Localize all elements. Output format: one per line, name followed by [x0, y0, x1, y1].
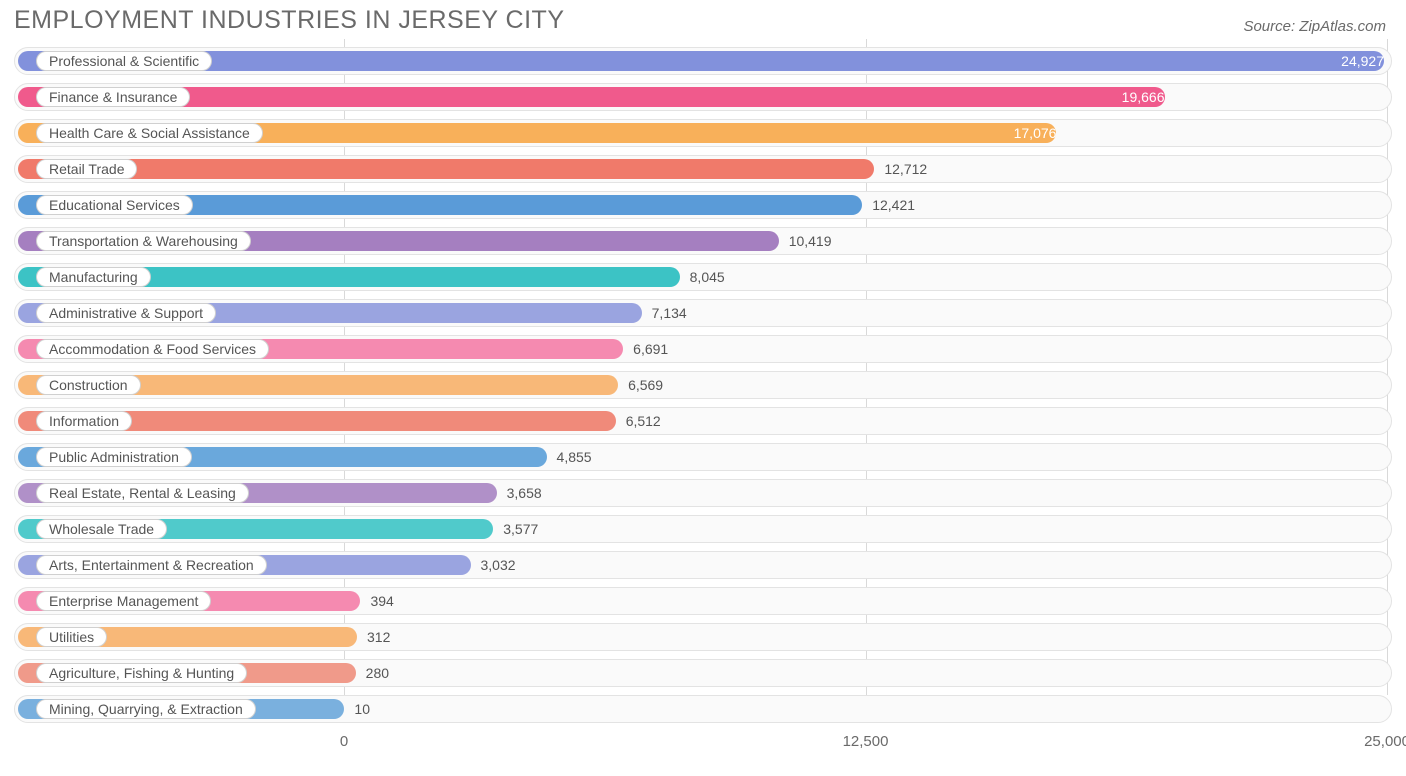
bar-category-label: Retail Trade — [36, 159, 137, 179]
bar-row: Construction 6,569 — [14, 371, 1392, 399]
bar-value-label: 7,134 — [652, 299, 687, 327]
bar-value-label: 10 — [354, 695, 370, 723]
bar-value-label: 24,927 — [18, 47, 1384, 75]
chart-source: Source: ZipAtlas.com — [1243, 18, 1386, 35]
bar-category-label: Utilities — [36, 627, 107, 647]
bar-value-label: 4,855 — [557, 443, 592, 471]
bar-value-label: 312 — [367, 623, 390, 651]
axis-tick-label: 12,500 — [843, 733, 889, 750]
bar-row: Manufacturing 8,045 — [14, 263, 1392, 291]
axis-tick-label: 25,000 — [1364, 733, 1406, 750]
bar-row: Wholesale Trade 3,577 — [14, 515, 1392, 543]
bar-category-label: Enterprise Management — [36, 591, 211, 611]
bar-category-label: Mining, Quarrying, & Extraction — [36, 699, 256, 719]
bar-row: Accommodation & Food Services 6,691 — [14, 335, 1392, 363]
bar-row: Retail Trade 12,712 — [14, 155, 1392, 183]
bar-row: Utilities 312 — [14, 623, 1392, 651]
bar-row: Arts, Entertainment & Recreation 3,032 — [14, 551, 1392, 579]
chart-plot-area: Professional & Scientific24,927 Finance &… — [0, 39, 1406, 723]
bar-category-label: Transportation & Warehousing — [36, 231, 251, 251]
bar-row: Health Care & Social Assistance17,076 — [14, 119, 1392, 147]
bar-row: Administrative & Support 7,134 — [14, 299, 1392, 327]
bar-value-label: 6,512 — [626, 407, 661, 435]
bar-value-label: 10,419 — [789, 227, 832, 255]
bar-category-label: Educational Services — [36, 195, 193, 215]
bar-row: Agriculture, Fishing & Hunting 280 — [14, 659, 1392, 687]
bar-value-label: 19,666 — [18, 83, 1165, 111]
chart-header: EMPLOYMENT INDUSTRIES IN JERSEY CITY Sou… — [0, 0, 1406, 39]
bar-row: Professional & Scientific24,927 — [14, 47, 1392, 75]
bar-category-label: Arts, Entertainment & Recreation — [36, 555, 267, 575]
bar-value-label: 394 — [370, 587, 393, 615]
bar-category-label: Wholesale Trade — [36, 519, 167, 539]
bar-value-label: 12,712 — [884, 155, 927, 183]
bar-category-label: Manufacturing — [36, 267, 151, 287]
bar-fill — [18, 159, 874, 179]
bar-value-label: 6,691 — [633, 335, 668, 363]
bar-row: Transportation & Warehousing 10,419 — [14, 227, 1392, 255]
bar-value-label: 3,658 — [507, 479, 542, 507]
axis-tick-label: 0 — [340, 733, 348, 750]
bar-row: Finance & Insurance19,666 — [14, 83, 1392, 111]
chart-title: EMPLOYMENT INDUSTRIES IN JERSEY CITY — [14, 6, 565, 35]
bar-category-label: Real Estate, Rental & Leasing — [36, 483, 249, 503]
bar-category-label: Public Administration — [36, 447, 192, 467]
bar-row: Real Estate, Rental & Leasing 3,658 — [14, 479, 1392, 507]
bar-row: Educational Services 12,421 — [14, 191, 1392, 219]
bar-category-label: Information — [36, 411, 132, 431]
bar-row: Mining, Quarrying, & Extraction 10 — [14, 695, 1392, 723]
bar-value-label: 12,421 — [872, 191, 915, 219]
bar-value-label: 6,569 — [628, 371, 663, 399]
bar-category-label: Administrative & Support — [36, 303, 216, 323]
bar-value-label: 280 — [366, 659, 389, 687]
bar-row: Information 6,512 — [14, 407, 1392, 435]
bar-row: Public Administration 4,855 — [14, 443, 1392, 471]
bar-value-label: 8,045 — [690, 263, 725, 291]
bar-category-label: Accommodation & Food Services — [36, 339, 269, 359]
bar-category-label: Construction — [36, 375, 141, 395]
bar-category-label: Agriculture, Fishing & Hunting — [36, 663, 247, 683]
bar-value-label: 17,076 — [18, 119, 1056, 147]
bar-row: Enterprise Management 394 — [14, 587, 1392, 615]
chart-bars: Professional & Scientific24,927 Finance &… — [14, 47, 1392, 723]
bar-value-label: 3,032 — [481, 551, 516, 579]
bar-value-label: 3,577 — [503, 515, 538, 543]
chart-x-axis: 012,50025,000 — [14, 731, 1392, 755]
